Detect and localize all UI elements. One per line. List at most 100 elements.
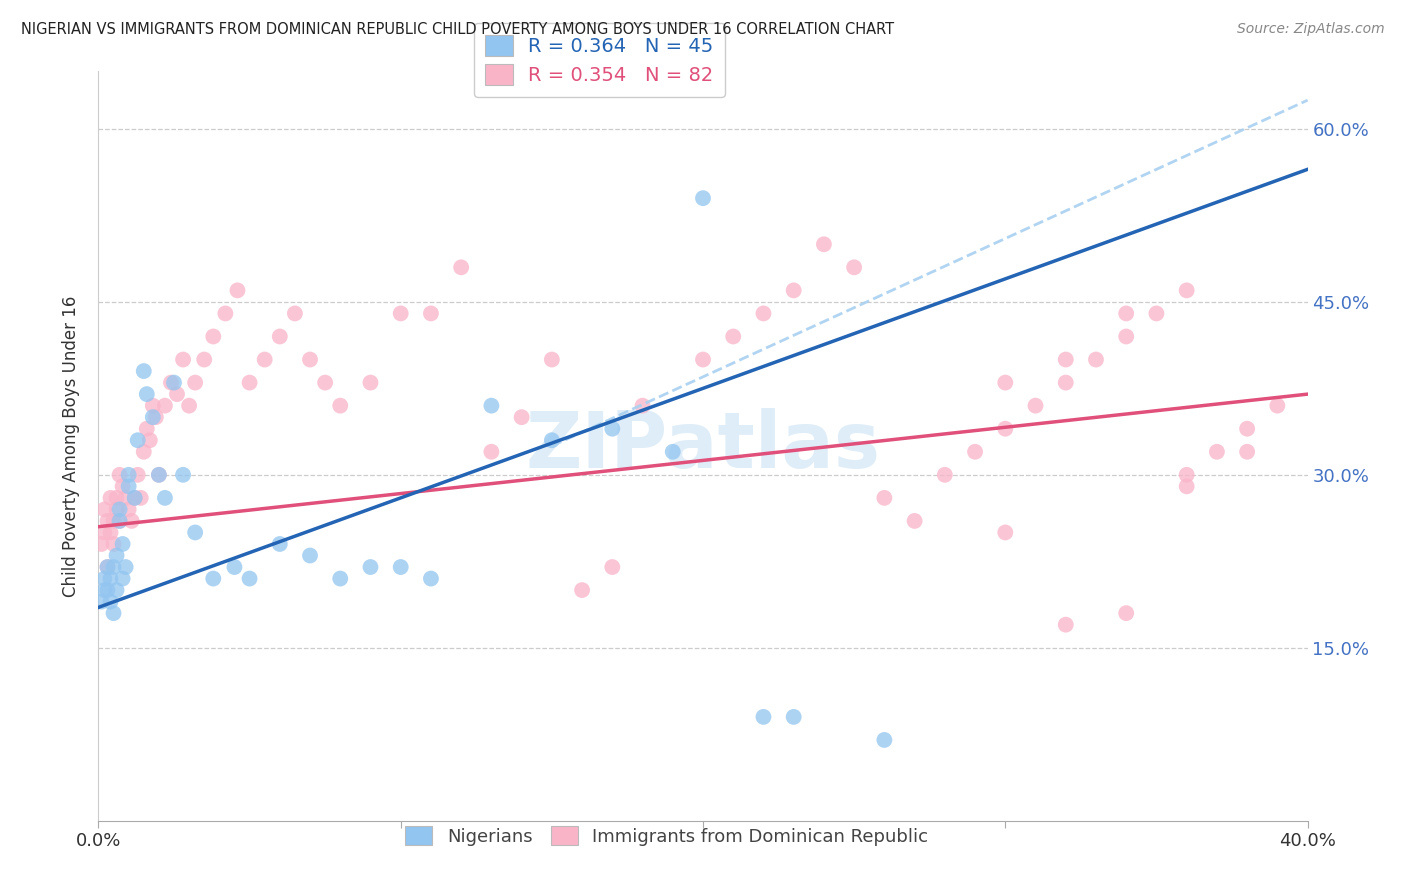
Point [111,537,134,551]
Point [239,376,262,390]
Point [93,583,115,598]
Point [93,502,115,516]
Text: ZIPatlas: ZIPatlas [526,408,880,484]
Point [389,306,412,320]
Point [934,467,956,482]
Point [1054,352,1077,367]
Point [602,422,624,436]
Point [571,583,593,598]
Point [226,284,249,298]
Point [1115,606,1137,620]
Point [103,606,125,620]
Point [360,376,382,390]
Point [1054,617,1077,632]
Point [783,284,806,298]
Point [105,583,128,598]
Point [284,306,307,320]
Point [1236,444,1258,458]
Point [540,434,562,448]
Text: NIGERIAN VS IMMIGRANTS FROM DOMINICAN REPUBLIC CHILD POVERTY AMONG BOYS UNDER 16: NIGERIAN VS IMMIGRANTS FROM DOMINICAN RE… [21,22,894,37]
Point [139,434,162,448]
Point [90,594,112,608]
Point [153,491,176,505]
Point [904,514,927,528]
Point [692,352,714,367]
Point [994,525,1017,540]
Point [723,329,745,343]
Point [329,572,352,586]
Point [214,306,236,320]
Point [160,376,183,390]
Point [420,572,443,586]
Point [965,444,987,458]
Point [103,537,125,551]
Point [127,434,149,448]
Point [1267,399,1289,413]
Point [420,306,443,320]
Point [783,710,806,724]
Point [124,491,146,505]
Point [540,352,562,367]
Point [148,467,170,482]
Point [389,560,412,574]
Point [100,594,122,608]
Point [103,560,125,574]
Point [103,514,125,528]
Point [96,514,118,528]
Point [1236,422,1258,436]
Point [1085,352,1108,367]
Point [299,549,322,563]
Point [510,410,533,425]
Point [450,260,472,275]
Point [1175,284,1198,298]
Point [127,467,149,482]
Point [166,387,188,401]
Point [360,560,382,574]
Point [269,537,291,551]
Point [132,444,155,458]
Point [752,710,775,724]
Point [93,525,115,540]
Point [314,376,336,390]
Point [121,514,143,528]
Point [179,399,201,413]
Point [90,537,112,551]
Point [1054,376,1077,390]
Point [202,572,225,586]
Point [163,376,186,390]
Point [111,479,134,493]
Point [111,572,134,586]
Point [100,491,122,505]
Point [124,491,146,505]
Point [153,399,176,413]
Point [1115,329,1137,343]
Point [1206,444,1229,458]
Point [108,467,131,482]
Point [239,572,262,586]
Point [299,352,322,367]
Point [1175,479,1198,493]
Point [631,399,654,413]
Point [1024,399,1046,413]
Point [202,329,225,343]
Point [114,491,136,505]
Point [994,422,1017,436]
Point [193,352,215,367]
Y-axis label: Child Poverty Among Boys Under 16: Child Poverty Among Boys Under 16 [62,295,80,597]
Point [142,410,165,425]
Point [118,467,141,482]
Point [108,514,131,528]
Point [96,583,118,598]
Point [813,237,835,252]
Point [602,560,624,574]
Point [108,502,131,516]
Legend: Nigerians, Immigrants from Dominican Republic: Nigerians, Immigrants from Dominican Rep… [398,819,935,853]
Point [105,502,128,516]
Point [481,444,503,458]
Point [129,491,152,505]
Point [96,560,118,574]
Point [661,444,683,458]
Point [108,514,131,528]
Point [184,376,207,390]
Point [105,491,128,505]
